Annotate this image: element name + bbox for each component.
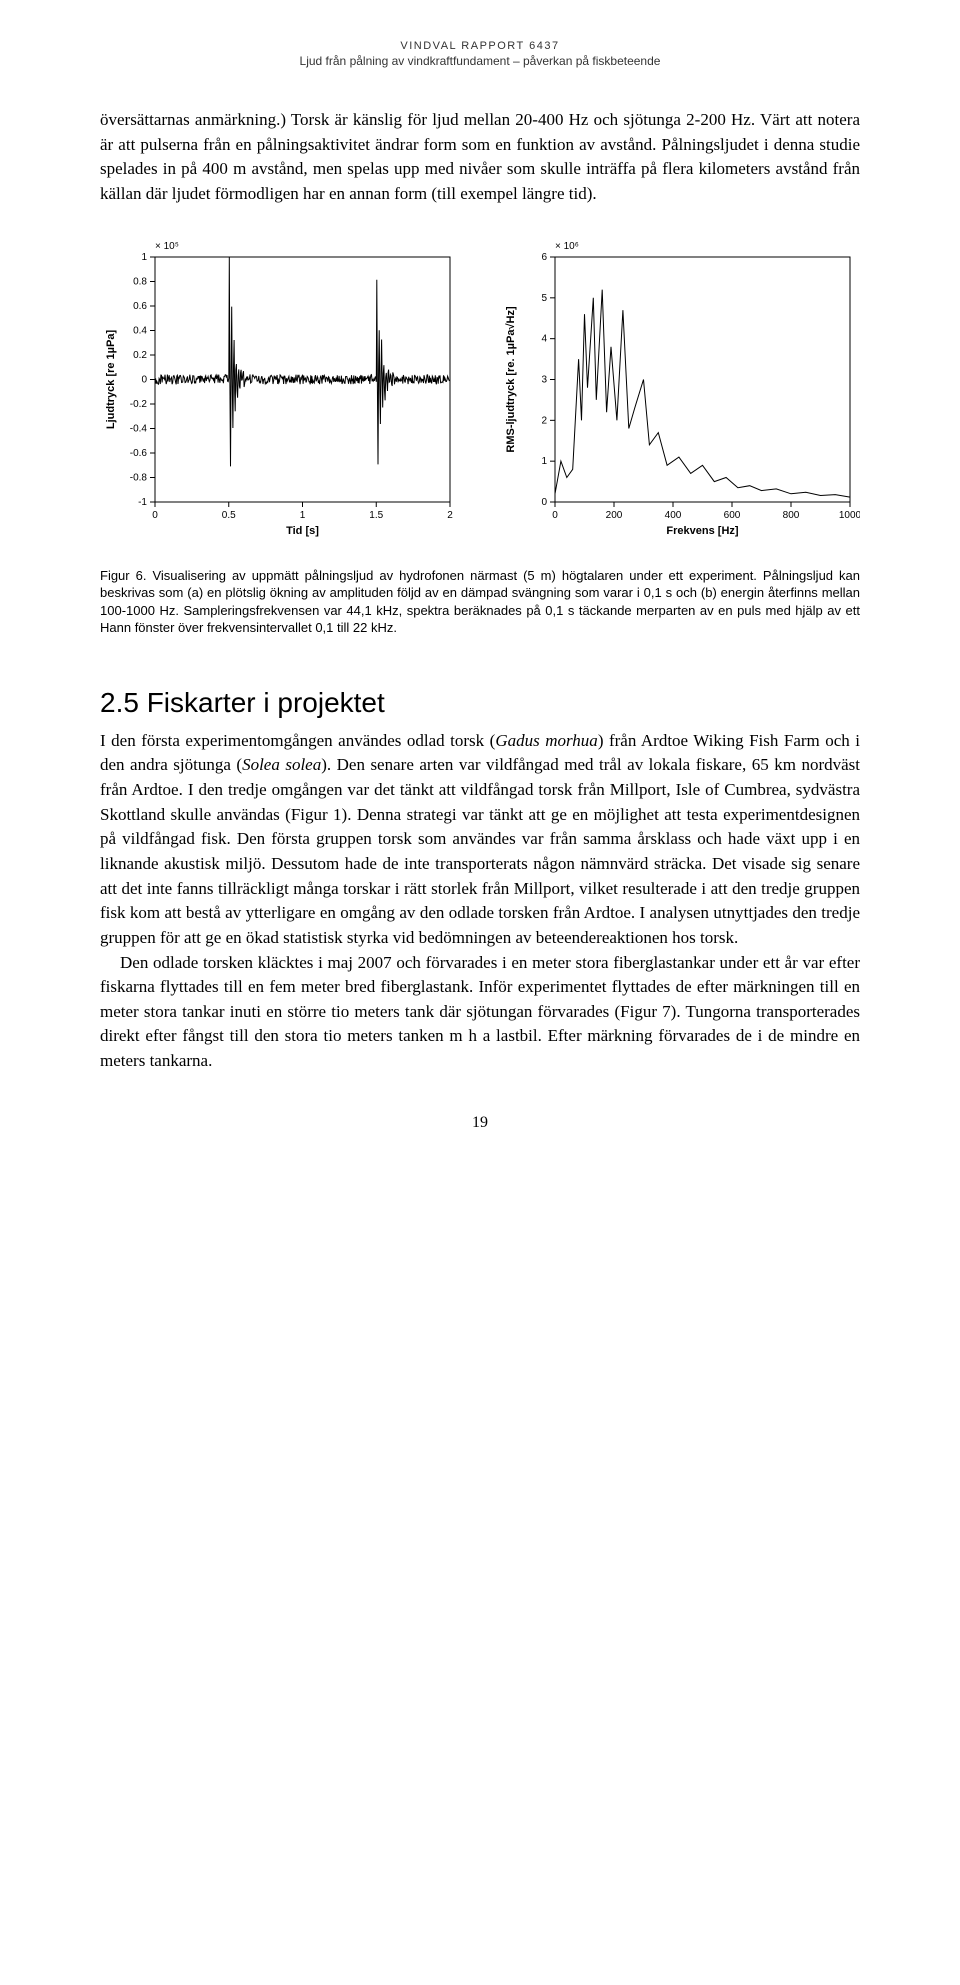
svg-text:Tid [s]: Tid [s]: [286, 525, 319, 537]
svg-text:0.4: 0.4: [133, 325, 147, 336]
svg-text:5: 5: [541, 292, 547, 303]
paragraph-intro: översättarnas anmärkning.) Torsk är käns…: [100, 108, 860, 207]
svg-text:800: 800: [783, 510, 800, 521]
svg-text:0.8: 0.8: [133, 276, 147, 287]
svg-text:× 10⁵: × 10⁵: [155, 241, 179, 252]
svg-text:Ljudtryck [re 1µPa]: Ljudtryck [re 1µPa]: [105, 329, 117, 429]
svg-text:4: 4: [541, 333, 547, 344]
report-header-title: VINDVAL RAPPORT 6437: [100, 40, 860, 52]
svg-text:1: 1: [141, 252, 147, 263]
svg-text:Frekvens [Hz]: Frekvens [Hz]: [666, 525, 738, 537]
svg-text:1: 1: [300, 510, 306, 521]
svg-text:2: 2: [447, 510, 453, 521]
figure6-caption-text: Visualisering av uppmätt pålningsljud av…: [100, 568, 860, 636]
svg-text:2: 2: [541, 415, 547, 426]
svg-text:200: 200: [606, 510, 623, 521]
svg-text:3: 3: [541, 374, 547, 385]
figure-6-row: × 10⁵ 0 0.5 1 1.5 2 -1 -0.8 -0.6 -0.4 -0.2 0 0.2 0.4 0…: [100, 237, 860, 537]
svg-text:1.5: 1.5: [369, 510, 383, 521]
svg-text:-0.4: -0.4: [130, 423, 148, 434]
sec25-p1-a: I den första experimentomgången användes…: [100, 731, 495, 750]
svg-text:400: 400: [665, 510, 682, 521]
figure6-label: Figur 6.: [100, 568, 146, 583]
svg-text:0: 0: [552, 510, 558, 521]
figure6-caption: Figur 6. Visualisering av uppmätt pålnin…: [100, 567, 860, 637]
sec25-p1-species1: Gadus morhua: [495, 731, 597, 750]
sec25-p2: Den odlade torsken kläcktes i maj 2007 o…: [100, 951, 860, 1074]
svg-text:600: 600: [724, 510, 741, 521]
section-2-5-heading: 2.5 Fiskarter i projektet: [100, 687, 860, 719]
svg-text:6: 6: [541, 252, 547, 263]
svg-text:1: 1: [541, 456, 547, 467]
svg-text:-1: -1: [138, 497, 147, 508]
page-number: 19: [100, 1114, 860, 1132]
svg-text:-0.6: -0.6: [130, 448, 148, 459]
svg-text:RMS-ljudtryck [re. 1µPa√Hz]: RMS-ljudtryck [re. 1µPa√Hz]: [505, 306, 517, 453]
section-2-5-body: I den första experimentomgången användes…: [100, 729, 860, 1074]
svg-text:0.6: 0.6: [133, 301, 147, 312]
svg-text:0: 0: [141, 374, 147, 385]
sec25-p1-species2: Solea solea: [242, 755, 321, 774]
report-header-subtitle: Ljud från pålning av vindkraftfundament …: [100, 54, 860, 68]
sec25-p1-e: ). Den senare arten var vildfångad med t…: [100, 755, 860, 946]
figure6-chart-a: × 10⁵ 0 0.5 1 1.5 2 -1 -0.8 -0.6 -0.4 -0.2 0 0.2 0.4 0…: [100, 237, 460, 537]
svg-text:0: 0: [152, 510, 158, 521]
svg-text:-0.8: -0.8: [130, 472, 148, 483]
svg-text:1000: 1000: [839, 510, 860, 521]
svg-text:-0.2: -0.2: [130, 399, 148, 410]
svg-text:0.2: 0.2: [133, 350, 147, 361]
figure6-chart-b: × 10⁶ 0 200 400 600 800 1000 0 1 2 3 4 5 6 Frekvens [H…: [500, 237, 860, 537]
svg-text:0.5: 0.5: [222, 510, 236, 521]
svg-text:0: 0: [541, 497, 547, 508]
svg-text:× 10⁶: × 10⁶: [555, 241, 579, 252]
